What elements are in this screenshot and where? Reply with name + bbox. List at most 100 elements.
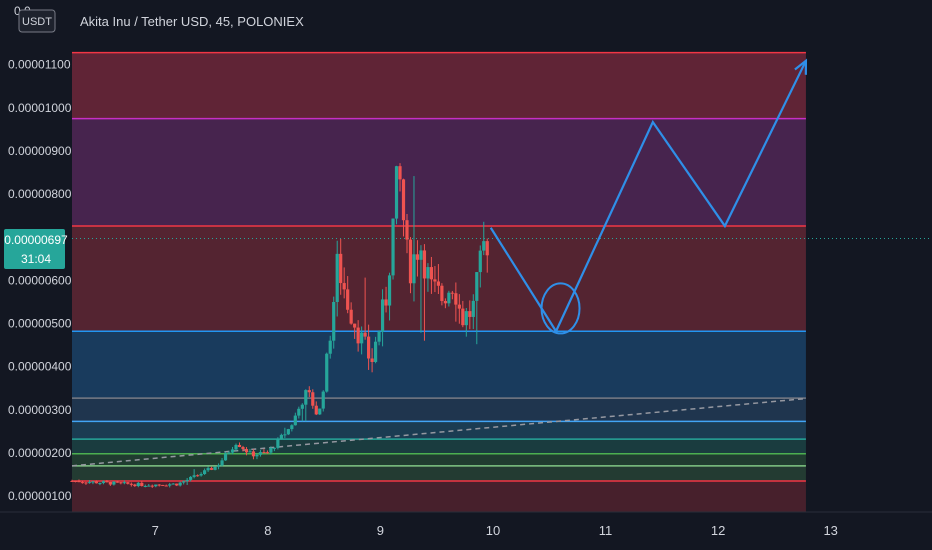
trendline[interactable]: [71, 397, 806, 467]
candle-body-12: [112, 481, 116, 485]
candle-body-37: [199, 474, 203, 476]
candle-body-52: [251, 451, 256, 457]
candle-body-0: [70, 480, 74, 482]
candle-body-8: [98, 483, 102, 485]
projection-arrowhead[interactable]: [794, 58, 808, 75]
candle-body-96: [405, 220, 409, 240]
price-marker-box: [4, 229, 65, 269]
y-tick-label: 0.00000200: [8, 446, 72, 460]
candle-body-117: [478, 250, 482, 273]
candle-body-67: [304, 390, 308, 405]
projection-path[interactable]: [489, 60, 807, 334]
candle-body-105: [436, 281, 441, 286]
candle-body-28: [168, 484, 172, 486]
candle-body-66: [300, 404, 304, 409]
candle-body-73: [325, 353, 329, 392]
candle-body-56: [265, 452, 270, 454]
candle-body-104: [433, 279, 437, 282]
price-marker-countdown: 31:04: [21, 252, 51, 266]
candle-body-60: [279, 434, 283, 439]
y-tick-label: 0.00000900: [8, 144, 72, 158]
candles: [70, 163, 489, 488]
candle-body-112: [461, 308, 465, 326]
candle-body-93: [394, 166, 399, 219]
candle-body-74: [328, 340, 332, 354]
candle-body-88: [377, 331, 381, 342]
candle-body-39: [206, 468, 210, 471]
candle-body-35: [192, 475, 196, 477]
candle-body-44: [223, 453, 228, 461]
price-marker-value: 0.00000697: [4, 233, 68, 247]
y-axis[interactable]: 0.00001100 0.00001000 0.00000900 0.00000800…: [8, 58, 72, 503]
candle-body-63: [290, 425, 294, 430]
price-marker: 0.00000697 31:04: [4, 229, 68, 269]
candle-body-46: [230, 449, 235, 453]
candle-body-50: [244, 449, 249, 453]
candle-body-42: [216, 465, 221, 467]
candle-body-102: [426, 267, 430, 279]
candle-body-2: [77, 481, 81, 483]
candle-body-76: [335, 253, 339, 302]
candle-body-48: [237, 444, 242, 448]
fib-levels: [72, 51, 932, 482]
candle-body-49: [241, 447, 245, 450]
candle-body-87: [373, 341, 378, 362]
candle-body-18: [133, 484, 137, 487]
x-tick-label: 12: [711, 523, 725, 538]
candle-body-118: [482, 241, 486, 251]
fib-zone-9: [72, 480, 806, 512]
candle-body-32: [182, 481, 186, 483]
candle-body-14: [119, 482, 123, 484]
trendline-group[interactable]: [71, 397, 806, 467]
candle-body-99: [415, 254, 420, 260]
candle-body-97: [408, 239, 413, 284]
candle-body-20: [140, 482, 144, 486]
y-tick-label: 0.00000500: [8, 317, 72, 331]
candle-body-11: [108, 481, 112, 485]
fib-zone-0: [72, 52, 806, 119]
fib-zone-4: [72, 398, 806, 422]
candle-body-43: [220, 460, 224, 466]
currency-badge[interactable]: USDT: [22, 16, 52, 28]
candle-body-114: [468, 311, 472, 317]
projection-drawing[interactable]: [489, 58, 808, 335]
candle-body-58: [272, 447, 276, 449]
candle-body-78: [342, 283, 346, 290]
candle-body-25: [157, 484, 161, 486]
fib-zone-1: [72, 118, 806, 227]
candle-body-84: [363, 332, 367, 337]
candle-body-103: [429, 267, 434, 280]
candle-body-27: [164, 485, 168, 487]
currency-badge-box[interactable]: [18, 9, 56, 33]
x-axis[interactable]: 7 8 9 10 11 12 13: [0, 511, 932, 538]
candle-body-71: [318, 408, 322, 415]
candle-body-54: [258, 452, 263, 455]
projection-circle[interactable]: [540, 282, 581, 335]
candle-body-59: [276, 438, 280, 448]
chart-title: Akita Inu / Tether USD, 45, POLONIEX: [80, 14, 304, 29]
x-tick-label: 9: [377, 523, 384, 538]
candle-body-106: [440, 285, 444, 301]
candle-body-69: [311, 392, 315, 406]
candle-body-55: [262, 452, 266, 454]
candle-body-7: [94, 481, 99, 484]
candle-body-24: [154, 484, 158, 487]
candle-body-101: [422, 250, 427, 279]
candle-body-100: [419, 250, 423, 260]
candle-body-26: [161, 484, 165, 486]
candle-body-94: [398, 166, 402, 180]
x-tick-label: 7: [152, 523, 159, 538]
candle-body-115: [471, 300, 475, 317]
candle-body-81: [353, 323, 357, 328]
fib-zone-8: [72, 465, 806, 481]
fib-zone-2: [72, 226, 806, 332]
candle-body-3: [80, 482, 85, 484]
candle-body-91: [387, 275, 392, 306]
candle-body-110: [454, 293, 458, 305]
candle-body-33: [185, 479, 189, 482]
x-tick-label: 10: [486, 523, 500, 538]
candle-body-4: [84, 482, 88, 484]
candle-body-57: [269, 448, 273, 453]
